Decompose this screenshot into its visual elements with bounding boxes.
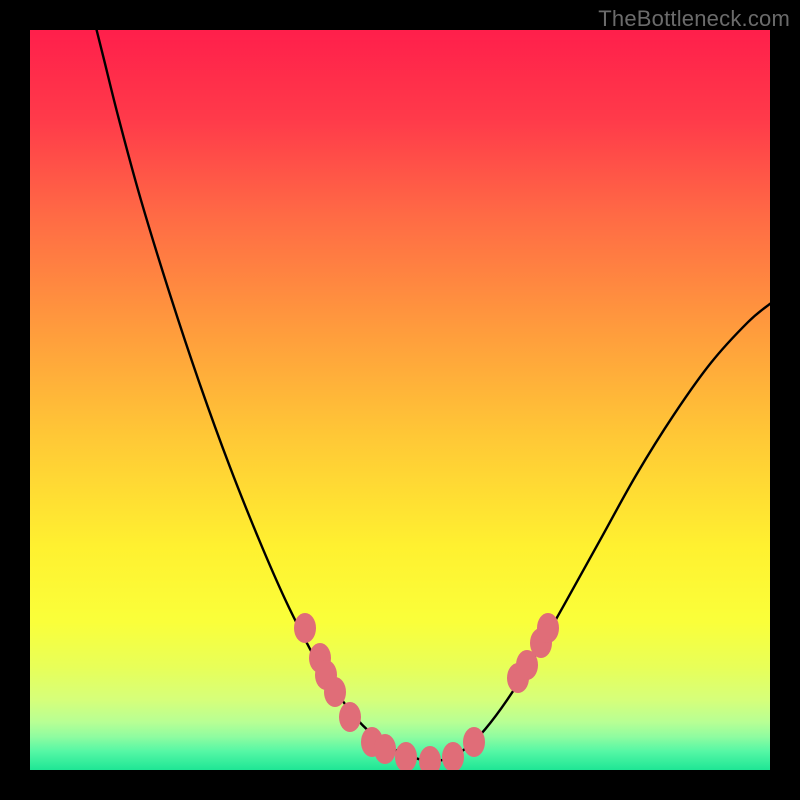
curve-marker	[339, 702, 361, 732]
curve-marker	[294, 613, 316, 643]
plot-area	[30, 30, 770, 770]
curve-marker	[324, 677, 346, 707]
curve-marker	[463, 727, 485, 757]
curve-marker	[395, 742, 417, 770]
watermark-text: TheBottleneck.com	[598, 6, 790, 32]
bottleneck-curve	[97, 30, 770, 761]
curve-layer	[30, 30, 770, 770]
curve-marker	[537, 613, 559, 643]
curve-marker	[374, 734, 396, 764]
curve-marker	[419, 746, 441, 770]
curve-marker	[442, 742, 464, 770]
bottleneck-chart: TheBottleneck.com	[0, 0, 800, 800]
